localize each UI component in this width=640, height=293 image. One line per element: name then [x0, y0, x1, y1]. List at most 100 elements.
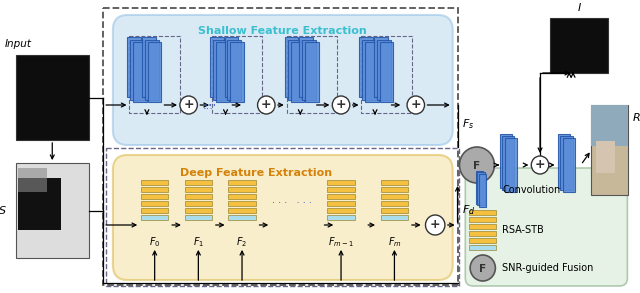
Text: +: +: [430, 219, 440, 231]
FancyBboxPatch shape: [377, 40, 390, 100]
FancyBboxPatch shape: [142, 37, 156, 97]
Text: $F_d$: $F_d$: [462, 203, 476, 217]
Text: Input: Input: [4, 39, 32, 49]
FancyBboxPatch shape: [300, 37, 313, 97]
Text: +: +: [261, 98, 271, 112]
FancyBboxPatch shape: [365, 42, 379, 102]
FancyBboxPatch shape: [380, 42, 394, 102]
Bar: [141, 194, 168, 199]
Text: F: F: [474, 161, 481, 171]
Text: $F_{m-1}$: $F_{m-1}$: [328, 235, 354, 249]
Bar: [228, 215, 255, 220]
FancyBboxPatch shape: [302, 40, 316, 100]
Bar: [469, 238, 497, 243]
Bar: [228, 180, 255, 185]
Bar: [381, 180, 408, 185]
Text: Deep Feature Extraction: Deep Feature Extraction: [180, 168, 332, 178]
Bar: [228, 201, 255, 206]
Text: +: +: [336, 98, 346, 112]
Text: SNR-guided Fusion: SNR-guided Fusion: [502, 263, 593, 273]
FancyBboxPatch shape: [479, 173, 486, 207]
Text: RSA-STB: RSA-STB: [502, 225, 544, 235]
Circle shape: [257, 96, 275, 114]
Text: R: R: [632, 113, 640, 123]
Text: +: +: [410, 98, 421, 112]
FancyBboxPatch shape: [362, 40, 376, 100]
Bar: [185, 194, 212, 199]
Bar: [328, 208, 355, 213]
Circle shape: [332, 96, 350, 114]
Bar: [550, 18, 608, 73]
Bar: [469, 210, 497, 215]
Text: Convolution: Convolution: [502, 185, 561, 195]
FancyBboxPatch shape: [113, 155, 452, 280]
Bar: [228, 208, 255, 213]
FancyBboxPatch shape: [148, 42, 161, 102]
FancyBboxPatch shape: [285, 37, 298, 97]
Bar: [381, 208, 408, 213]
Text: $F_m$: $F_m$: [388, 235, 401, 249]
FancyBboxPatch shape: [287, 40, 301, 100]
Bar: [381, 187, 408, 192]
Bar: [328, 215, 355, 220]
FancyBboxPatch shape: [561, 136, 573, 190]
FancyBboxPatch shape: [477, 172, 485, 205]
Bar: [469, 224, 497, 229]
Bar: [16, 55, 89, 140]
Bar: [141, 187, 168, 192]
FancyBboxPatch shape: [213, 40, 227, 100]
FancyBboxPatch shape: [145, 40, 159, 100]
FancyBboxPatch shape: [500, 134, 512, 188]
Bar: [18, 178, 61, 230]
Circle shape: [460, 147, 495, 183]
FancyBboxPatch shape: [113, 15, 452, 145]
Text: +: +: [183, 98, 194, 112]
Bar: [381, 194, 408, 199]
Bar: [141, 208, 168, 213]
Text: $F_1$: $F_1$: [193, 235, 204, 249]
Bar: [185, 187, 212, 192]
Bar: [469, 245, 497, 250]
FancyBboxPatch shape: [131, 40, 144, 100]
Bar: [228, 187, 255, 192]
Circle shape: [180, 96, 197, 114]
Bar: [469, 231, 497, 236]
Text: I: I: [577, 3, 580, 13]
Text: $F_0$: $F_0$: [149, 235, 161, 249]
Bar: [141, 215, 168, 220]
Bar: [328, 194, 355, 199]
FancyBboxPatch shape: [291, 42, 304, 102]
FancyBboxPatch shape: [558, 134, 570, 188]
FancyBboxPatch shape: [465, 168, 627, 286]
Bar: [185, 215, 212, 220]
Text: S: S: [0, 205, 6, 215]
Circle shape: [407, 96, 424, 114]
Bar: [362, 36, 412, 113]
FancyBboxPatch shape: [210, 37, 223, 97]
Circle shape: [531, 156, 548, 174]
Bar: [381, 201, 408, 206]
FancyBboxPatch shape: [563, 138, 575, 192]
FancyBboxPatch shape: [305, 42, 319, 102]
Bar: [16, 163, 89, 258]
FancyBboxPatch shape: [227, 40, 241, 100]
Bar: [591, 105, 628, 195]
Text: F: F: [479, 264, 486, 274]
Bar: [591, 105, 628, 146]
Text: $F_2$: $F_2$: [236, 235, 248, 249]
FancyBboxPatch shape: [133, 42, 147, 102]
FancyBboxPatch shape: [225, 37, 238, 97]
Text: Shallow Feature Extraction: Shallow Feature Extraction: [198, 26, 367, 36]
FancyBboxPatch shape: [127, 37, 141, 97]
Bar: [185, 201, 212, 206]
FancyBboxPatch shape: [476, 171, 483, 204]
Bar: [596, 141, 615, 173]
Circle shape: [426, 215, 445, 235]
Bar: [469, 217, 497, 222]
Bar: [287, 36, 337, 113]
Bar: [141, 180, 168, 185]
FancyBboxPatch shape: [505, 138, 517, 192]
Bar: [141, 201, 168, 206]
Bar: [328, 180, 355, 185]
Bar: [212, 36, 262, 113]
